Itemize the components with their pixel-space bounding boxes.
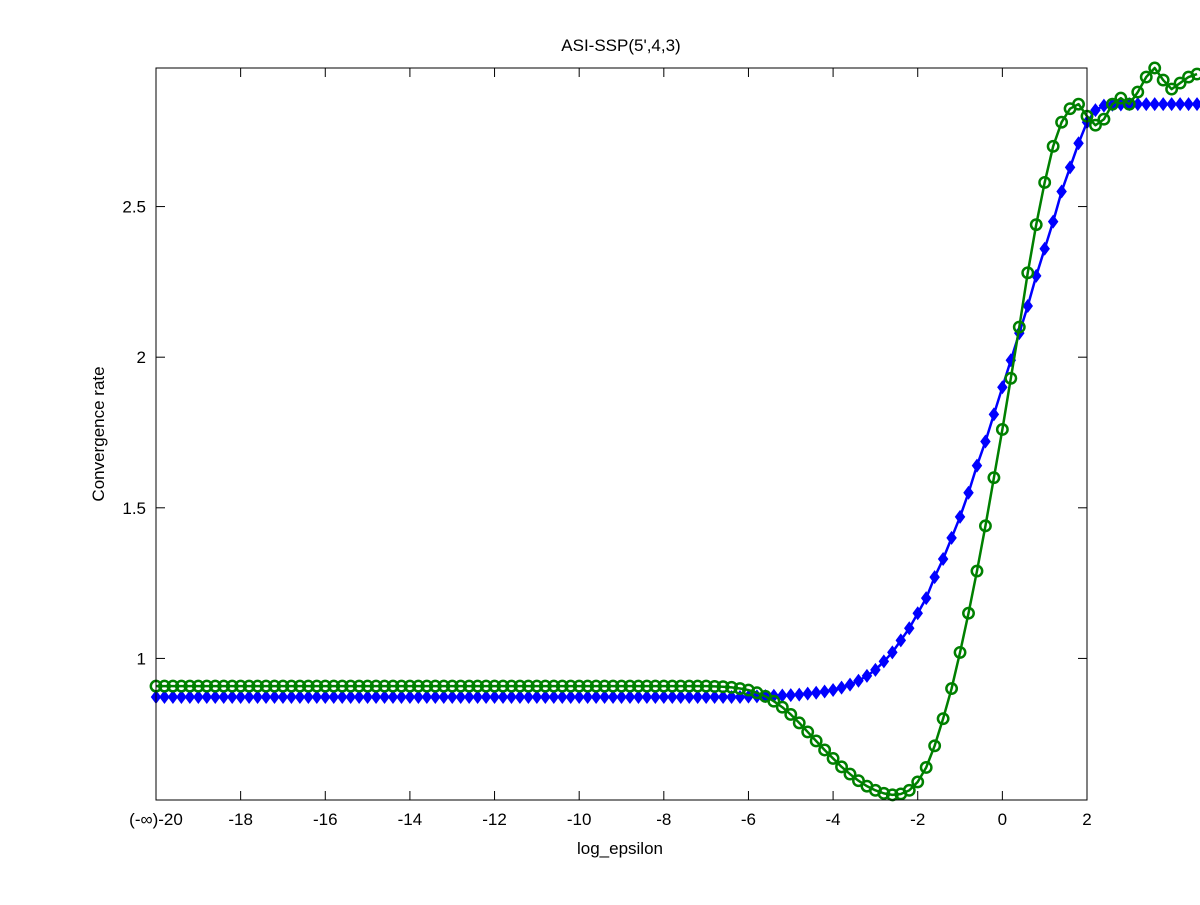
- x-axis-label: log_epsilon: [577, 839, 663, 858]
- x-tick-label: -2: [910, 810, 925, 829]
- y-tick-label: 2.5: [122, 198, 146, 217]
- y-tick-label: 1.5: [122, 499, 146, 518]
- x-tick-label: -14: [398, 810, 423, 829]
- x-tick-label: 0: [998, 810, 1007, 829]
- x-tick-label: -18: [228, 810, 253, 829]
- x-tick-label: 2: [1082, 810, 1091, 829]
- y-tick-label: 1: [137, 649, 146, 668]
- x-tick-label: -4: [826, 810, 841, 829]
- x-tick-label: -12: [482, 810, 507, 829]
- chart-title: ASI-SSP(5',4,3): [561, 36, 680, 55]
- x-tick-label: -6: [741, 810, 756, 829]
- y-axis-label: Convergence rate: [89, 366, 108, 501]
- x-tick-label: (-∞)-20: [129, 810, 183, 829]
- y-tick-label: 2: [137, 348, 146, 367]
- x-tick-label: -10: [567, 810, 592, 829]
- x-tick-label: -8: [656, 810, 671, 829]
- x-tick-label: -16: [313, 810, 338, 829]
